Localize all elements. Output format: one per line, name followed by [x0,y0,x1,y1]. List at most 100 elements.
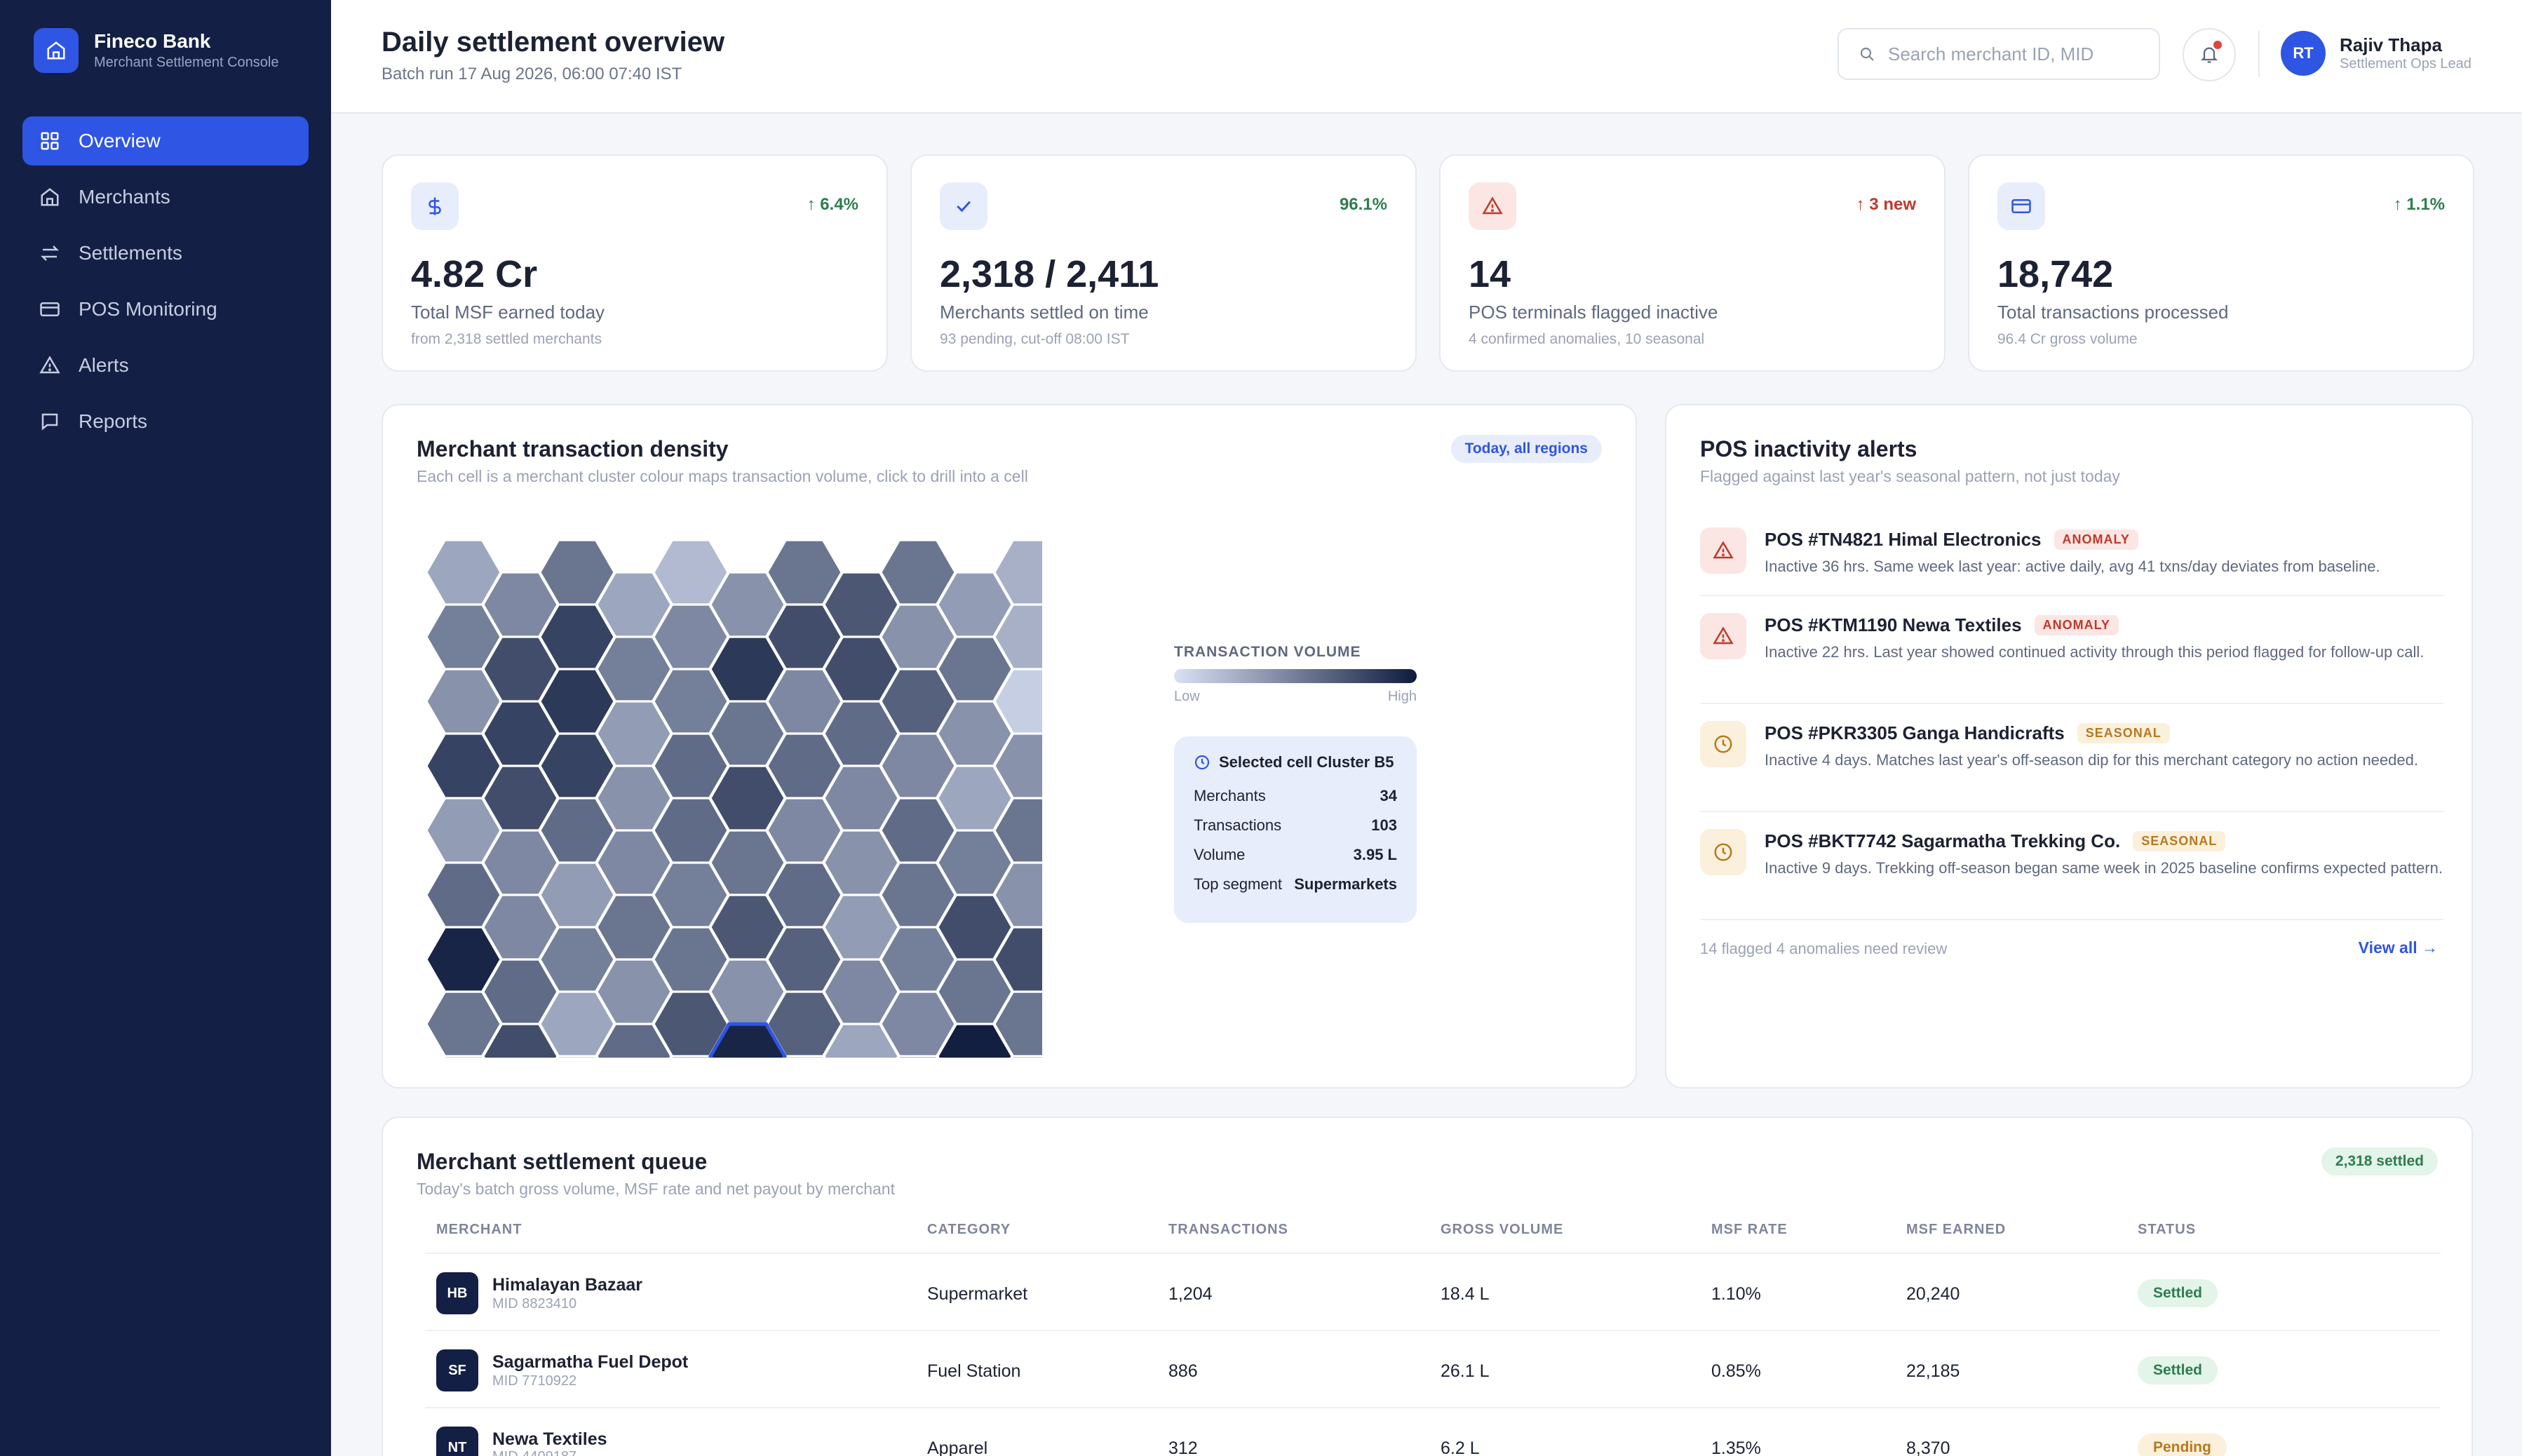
alert-item[interactable]: POS #BKT7742 Sagarmatha Trekking Co. SEAS… [1700,829,2443,920]
kpi-sub: 4 confirmed anomalies, 10 seasonal [1469,331,1705,347]
kpi-card-msf: ↑ 6.4% 4.82 Cr Total MSF earned today fr… [382,154,888,372]
card-icon [1997,182,2045,230]
sidebar-item-overview[interactable]: Overview [22,116,309,166]
divider [1700,595,2443,596]
hex-cell[interactable] [936,1023,1013,1058]
user-menu[interactable]: RT Rajiv Thapa Settlement Ops Lead [2281,31,2472,76]
kpi-label: Total transactions processed [1997,302,2229,323]
column-header-category[interactable]: CATEGORY [927,1222,1011,1237]
kpi-card-inactive: ↑ 3 new 14 POS terminals flagged inactiv… [1439,154,1946,372]
sidebar-item-label: Overview [79,130,161,151]
legend-gradient [1174,669,1417,683]
column-header-msf-rate[interactable]: MSF RATE [1711,1222,1788,1237]
alert-item[interactable]: POS #TN4821 Himal Electronics ANOMALY Ina… [1700,527,2443,598]
cell-transactions: 886 [1168,1361,1198,1381]
kpi-label: Total MSF earned today [411,302,605,323]
settlement-queue-panel: Merchant settlement queue Today's batch … [382,1117,2473,1456]
legend-high: High [1387,689,1417,704]
sidebar-item-merchants[interactable]: Merchants [22,173,309,222]
clock-icon [1194,755,1210,770]
merchant-mid: MID 7710922 [492,1373,577,1389]
warning-icon [39,356,60,374]
alert-desc: Inactive 36 hrs. Same week last year: ac… [1765,558,2380,575]
queue-subtitle: Today's batch gross volume, MSF rate and… [417,1180,895,1198]
alert-item[interactable]: POS #KTM1190 Newa Textiles ANOMALY Inacti… [1700,613,2443,704]
alert-desc: Inactive 22 hrs. Last year showed contin… [1765,643,2425,661]
column-header-gross-volume[interactable]: GROSS VOLUME [1441,1222,1564,1237]
selected-cell-title: Selected cell Cluster B5 [1219,753,1394,771]
merchant-name[interactable]: Newa Textiles [492,1429,607,1449]
hex-cell[interactable] [482,1023,559,1058]
hex-cell[interactable] [595,1023,673,1058]
divider [1700,919,2443,920]
kpi-sub: 93 pending, cut-off 08:00 IST [940,331,1130,347]
status-badge: SEASONAL [2077,723,2170,743]
warning-icon [1700,613,1746,659]
cell-msf-rate: 1.35% [1711,1438,1761,1456]
brand-name: Fineco Bank [94,30,211,52]
kpi-change: ↑ 6.4% [807,195,858,214]
column-header-status[interactable]: STATUS [2138,1222,2197,1237]
selected-row: Top segment Supermarkets [1194,875,1397,893]
status-badge: Settled [2138,1356,2218,1384]
sidebar-item-pos-monitoring[interactable]: POS Monitoring [22,285,309,334]
arrows-exchange-icon [40,245,60,261]
sidebar-nav: Overview Merchants Settlements POS Monit… [22,116,309,453]
kpi-card-transactions: ↑ 1.1% 18,742 Total transactions process… [1968,154,2474,372]
warning-icon [1700,527,1746,574]
header: Daily settlement overview Batch run 17 A… [331,0,2522,114]
search-input[interactable] [1888,43,2140,65]
divider [1700,811,2443,812]
sidebar-item-settlements[interactable]: Settlements [22,229,309,278]
status-badge: ANOMALY [2054,530,2138,550]
alerts-panel: POS inactivity alerts Flagged against la… [1665,404,2473,1088]
sidebar-item-reports[interactable]: Reports [22,397,309,446]
alerts-footer: 14 flagged 4 anomalies need review [1700,940,1948,957]
kpi-card-settled: 96.1% 2,318 / 2,411 Merchants settled on… [910,154,1417,372]
queue-title: Merchant settlement queue [417,1149,708,1174]
kpi-sub: 96.4 Cr gross volume [1997,331,2138,347]
grid-icon [41,132,59,150]
sidebar-item-alerts[interactable]: Alerts [22,341,309,390]
hex-cell[interactable] [823,1023,900,1058]
notifications-button[interactable] [2183,28,2236,81]
dollar-icon [411,182,459,230]
cell-msf-earned: 22,185 [1906,1361,1960,1381]
merchant-name[interactable]: Himalayan Bazaar [492,1275,643,1295]
region-filter-chip[interactable]: Today, all regions [1450,435,1602,463]
column-header-transactions[interactable]: TRANSACTIONS [1168,1222,1288,1237]
alert-title: POS #BKT7742 Sagarmatha Trekking Co. [1765,830,2121,851]
sidebar-item-label: Merchants [79,186,170,208]
alerts-subtitle: Flagged against last year's seasonal pat… [1700,467,2120,485]
clock-icon [1700,721,1746,767]
kpi-value: 14 [1469,253,1511,295]
alert-item[interactable]: POS #PKR3305 Ganga Handicrafts SEASONAL I… [1700,721,2443,812]
kpi-change: ↑ 1.1% [2393,195,2445,214]
merchant-name[interactable]: Sagarmatha Fuel Depot [492,1352,689,1372]
divider [425,1407,2441,1408]
store-icon [41,188,59,206]
selected-row: Transactions 103 [1194,816,1397,834]
merchant-avatar: SF [436,1349,478,1391]
clock-icon [1700,829,1746,875]
hex-cell[interactable] [994,1055,1042,1058]
sidebar-item-label: Reports [79,410,148,432]
kpi-sub: from 2,318 settled merchants [411,331,602,347]
kpi-label: Merchants settled on time [940,302,1149,323]
cell-category: Apparel [927,1438,988,1456]
divider [425,1330,2441,1331]
hex-density-grid[interactable] [425,539,1042,1058]
chat-report-icon [41,413,58,431]
bell-icon [2200,47,2218,63]
column-header-merchant[interactable]: MERCHANT [436,1222,522,1237]
selected-cell-card: Selected cell Cluster B5 Merchants 34 Tra… [1174,736,1417,923]
hex-cell-selected[interactable] [708,1022,787,1058]
density-title: Merchant transaction density [417,436,729,461]
page-subtitle: Batch run 17 Aug 2026, 06:00 07:40 IST [382,65,682,83]
cell-category: Fuel Station [927,1361,1021,1381]
column-header-msf-earned[interactable]: MSF EARNED [1906,1222,2007,1237]
cell-transactions: 312 [1168,1438,1198,1456]
cell-msf-rate: 0.85% [1711,1361,1761,1381]
volume-legend: TRANSACTION VOLUME Low High [1174,644,1420,705]
view-all-link[interactable]: View all → [2358,938,2438,957]
